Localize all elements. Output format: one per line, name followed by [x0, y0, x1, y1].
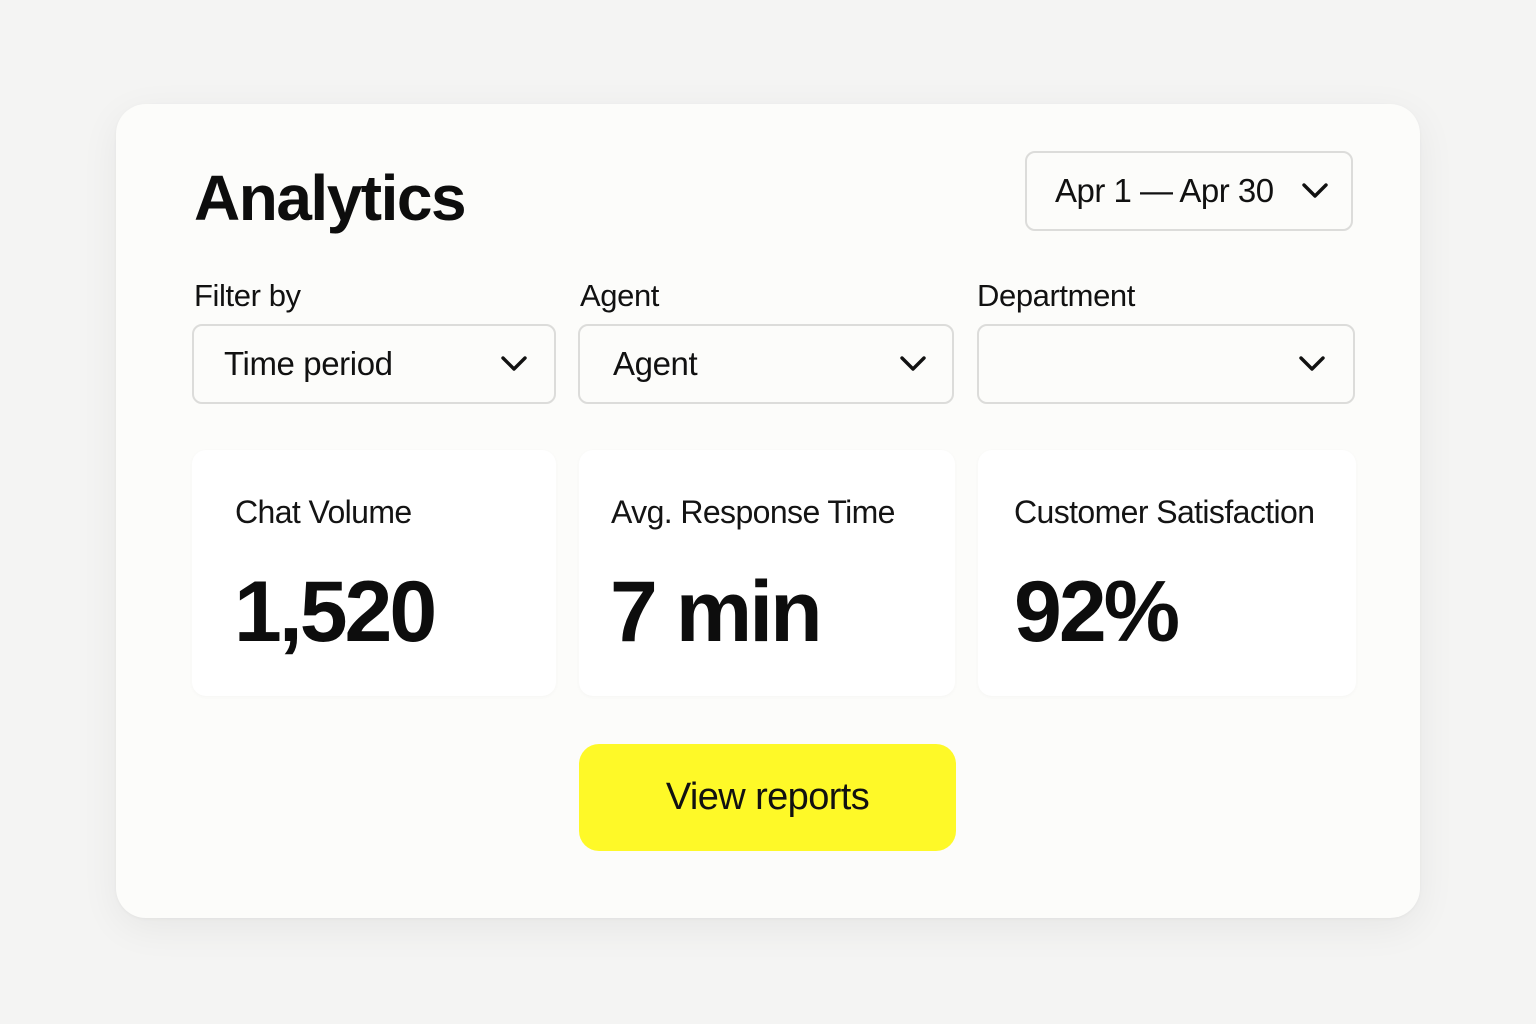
chevron-down-icon	[900, 356, 926, 372]
customer-satisfaction-value: 92%	[1014, 564, 1180, 660]
department-label: Department	[977, 278, 1135, 313]
customer-satisfaction-card: Customer Satisfaction 92%	[978, 450, 1356, 696]
avg-response-time-value: 7 min	[610, 564, 823, 660]
agent-label: Agent	[580, 278, 660, 313]
date-range-select[interactable]: Apr 1 — Apr 30	[1025, 151, 1353, 231]
agent-select[interactable]: Agent	[578, 324, 954, 404]
chat-volume-card: Chat Volume 1,520	[192, 450, 556, 696]
avg-response-time-label: Avg. Response Time	[611, 494, 895, 530]
filter-by-label: Filter by	[194, 278, 301, 313]
view-reports-button[interactable]: View reports	[579, 744, 956, 851]
agent-value: Agent	[613, 345, 698, 382]
time-period-select[interactable]: Time period	[192, 324, 556, 404]
analytics-card: Analytics Apr 1 — Apr 30 Filter by Time …	[116, 104, 1420, 918]
time-period-value: Time period	[224, 345, 393, 382]
chat-volume-label: Chat Volume	[235, 494, 412, 530]
date-range-value: Apr 1 — Apr 30	[1055, 172, 1274, 209]
customer-satisfaction-label: Customer Satisfaction	[1014, 494, 1315, 530]
avg-response-time-card: Avg. Response Time 7 min	[579, 450, 955, 696]
page-title: Analytics	[194, 162, 467, 234]
chevron-down-icon	[501, 356, 527, 372]
chat-volume-value: 1,520	[234, 564, 437, 660]
chevron-down-icon	[1302, 183, 1328, 199]
chevron-down-icon	[1299, 356, 1325, 372]
department-select[interactable]	[977, 324, 1355, 404]
